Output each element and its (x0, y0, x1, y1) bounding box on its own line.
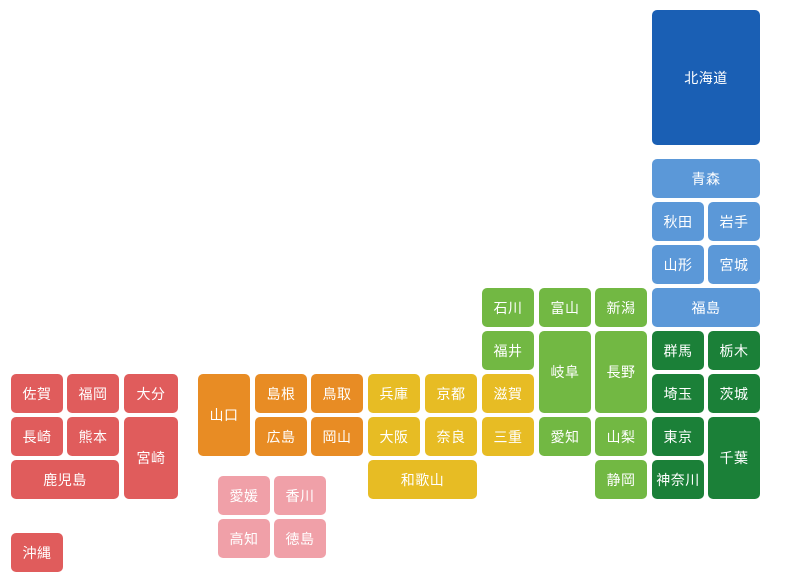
prefecture-label: 鹿児島 (43, 472, 87, 489)
prefecture-gifu[interactable]: 岐阜 (539, 331, 591, 413)
prefecture-aomori[interactable]: 青森 (652, 159, 760, 198)
prefecture-nagasaki[interactable]: 長崎 (11, 417, 63, 456)
prefecture-label: 三重 (493, 429, 523, 446)
prefecture-kumamoto[interactable]: 熊本 (67, 417, 119, 456)
prefecture-ishikawa[interactable]: 石川 (482, 288, 534, 327)
prefecture-kyoto[interactable]: 京都 (425, 374, 477, 413)
prefecture-hyogo[interactable]: 兵庫 (368, 374, 420, 413)
prefecture-label: 滋賀 (493, 386, 523, 403)
prefecture-shimane[interactable]: 島根 (255, 374, 307, 413)
prefecture-label: 和歌山 (400, 472, 445, 489)
prefecture-label: 青森 (691, 171, 721, 188)
prefecture-label: 福島 (691, 300, 721, 317)
prefecture-label: 新潟 (606, 300, 636, 317)
prefecture-yamagata[interactable]: 山形 (652, 245, 704, 284)
prefecture-nara[interactable]: 奈良 (425, 417, 477, 456)
prefecture-label: 長野 (606, 365, 636, 381)
prefecture-saitama[interactable]: 埼玉 (652, 374, 704, 413)
prefecture-toyama[interactable]: 富山 (539, 288, 591, 327)
prefecture-chiba[interactable]: 千葉 (708, 417, 760, 499)
prefecture-label: 大阪 (379, 429, 409, 446)
prefecture-kagawa[interactable]: 香川 (274, 476, 326, 515)
prefecture-hokkaido[interactable]: 北海道 (652, 10, 760, 145)
prefecture-shiga[interactable]: 滋賀 (482, 374, 534, 413)
prefecture-oita[interactable]: 大分 (124, 374, 178, 413)
prefecture-label: 長崎 (22, 429, 52, 446)
prefecture-label: 大分 (136, 386, 166, 403)
prefecture-label: 栃木 (719, 343, 749, 360)
prefecture-label: 宮城 (719, 257, 749, 274)
prefecture-label: 山梨 (606, 429, 636, 446)
prefecture-label: 茨城 (719, 386, 749, 403)
prefecture-mie[interactable]: 三重 (482, 417, 534, 456)
prefecture-wakayama[interactable]: 和歌山 (368, 460, 477, 499)
prefecture-label: 神奈川 (656, 472, 700, 489)
prefecture-label: 高知 (229, 531, 259, 548)
prefecture-label: 千葉 (719, 451, 749, 467)
prefecture-niigata[interactable]: 新潟 (595, 288, 647, 327)
prefecture-label: 岡山 (322, 429, 352, 446)
prefecture-tokyo[interactable]: 東京 (652, 417, 704, 456)
prefecture-label: 沖縄 (22, 545, 52, 562)
prefecture-fukushima[interactable]: 福島 (652, 288, 760, 327)
prefecture-label: 北海道 (684, 70, 728, 87)
prefecture-label: 山口 (209, 408, 239, 424)
prefecture-label: 福井 (493, 343, 523, 360)
prefecture-fukuoka[interactable]: 福岡 (67, 374, 119, 413)
prefecture-label: 岩手 (719, 214, 749, 231)
prefecture-okinawa[interactable]: 沖縄 (11, 533, 63, 572)
prefecture-label: 石川 (493, 300, 523, 317)
prefecture-label: 広島 (266, 429, 296, 446)
prefecture-kagoshima[interactable]: 鹿児島 (11, 460, 119, 499)
prefecture-tottori[interactable]: 鳥取 (311, 374, 363, 413)
prefecture-yamanashi[interactable]: 山梨 (595, 417, 647, 456)
prefecture-nagano[interactable]: 長野 (595, 331, 647, 413)
prefecture-label: 愛媛 (229, 488, 259, 505)
prefecture-tokushima[interactable]: 徳島 (274, 519, 326, 558)
prefecture-label: 奈良 (436, 429, 466, 446)
prefecture-label: 東京 (663, 429, 693, 446)
prefecture-osaka[interactable]: 大阪 (368, 417, 420, 456)
prefecture-ehime[interactable]: 愛媛 (218, 476, 270, 515)
prefecture-kochi[interactable]: 高知 (218, 519, 270, 558)
prefecture-label: 兵庫 (379, 386, 409, 403)
prefecture-label: 鳥取 (322, 386, 352, 403)
prefecture-hiroshima[interactable]: 広島 (255, 417, 307, 456)
prefecture-fukui[interactable]: 福井 (482, 331, 534, 370)
prefecture-ibaraki[interactable]: 茨城 (708, 374, 760, 413)
prefecture-label: 愛知 (550, 429, 580, 446)
prefecture-label: 埼玉 (663, 386, 693, 403)
prefecture-label: 秋田 (663, 214, 693, 231)
prefecture-label: 京都 (436, 386, 466, 403)
prefecture-kanagawa[interactable]: 神奈川 (652, 460, 704, 499)
prefecture-tochigi[interactable]: 栃木 (708, 331, 760, 370)
prefecture-label: 宮崎 (136, 451, 166, 467)
prefecture-label: 岐阜 (550, 365, 580, 381)
prefecture-label: 山形 (663, 257, 693, 274)
prefecture-label: 群馬 (663, 343, 693, 360)
prefecture-label: 佐賀 (22, 386, 52, 403)
prefecture-miyagi[interactable]: 宮城 (708, 245, 760, 284)
prefecture-iwate[interactable]: 岩手 (708, 202, 760, 241)
prefecture-label: 熊本 (78, 429, 108, 446)
prefecture-miyazaki[interactable]: 宮崎 (124, 417, 178, 499)
prefecture-label: 島根 (266, 386, 296, 403)
prefecture-saga[interactable]: 佐賀 (11, 374, 63, 413)
prefecture-label: 香川 (285, 488, 315, 505)
prefecture-akita[interactable]: 秋田 (652, 202, 704, 241)
prefecture-okayama[interactable]: 岡山 (311, 417, 363, 456)
prefecture-label: 静岡 (606, 472, 636, 489)
prefecture-gunma[interactable]: 群馬 (652, 331, 704, 370)
prefecture-label: 徳島 (285, 531, 315, 548)
prefecture-aichi[interactable]: 愛知 (539, 417, 591, 456)
prefecture-label: 富山 (550, 300, 580, 317)
prefecture-label: 福岡 (78, 386, 108, 403)
prefecture-yamaguchi[interactable]: 山口 (198, 374, 250, 456)
prefecture-shizuoka[interactable]: 静岡 (595, 460, 647, 499)
